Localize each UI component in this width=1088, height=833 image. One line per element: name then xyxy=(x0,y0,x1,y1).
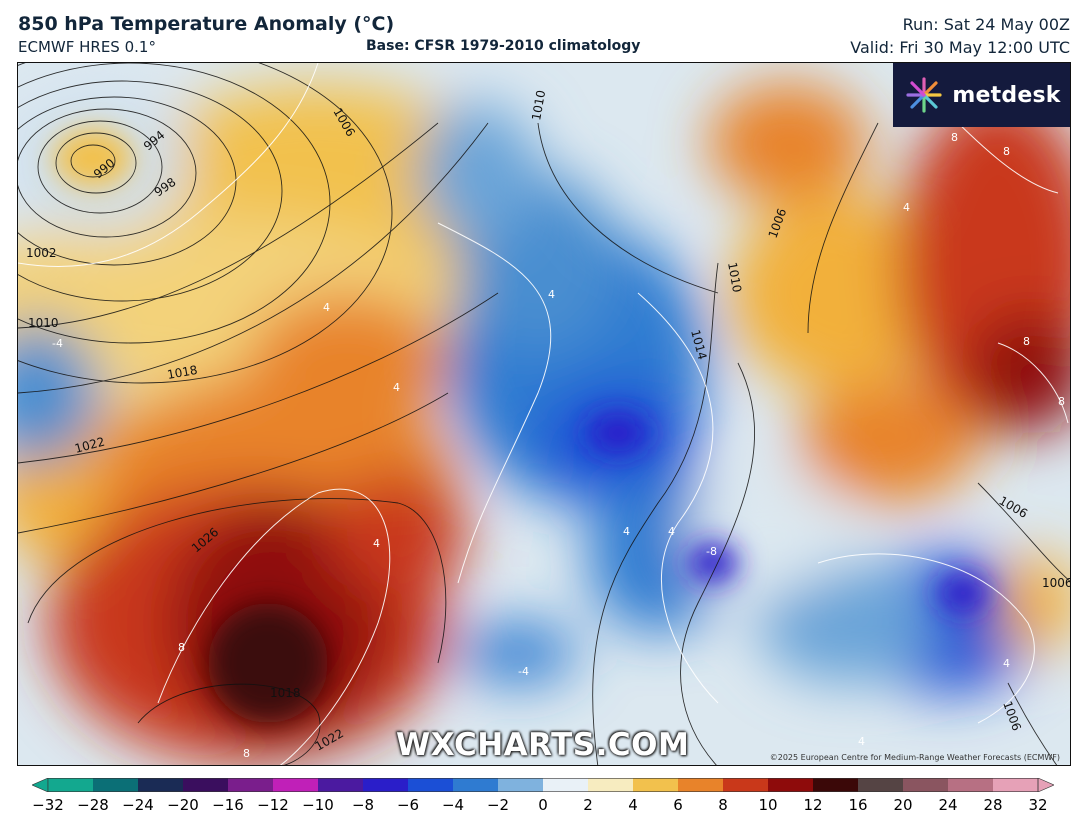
colorbar-swatch xyxy=(273,778,319,792)
colorbar-tick-label: 16 xyxy=(848,796,868,814)
colorbar-swatch xyxy=(543,778,589,792)
anomaly-labels: -4 4 4 4 4 4 8 8 8 8 8 8 -8 -4 4 4 4 4 xyxy=(52,131,1065,760)
metdesk-burst-icon xyxy=(906,77,943,113)
anomaly-label: 4 xyxy=(903,201,910,214)
model-label: ECMWF HRES 0.1° xyxy=(18,38,156,56)
anomaly-label: 8 xyxy=(1003,145,1010,158)
anomaly-label: 4 xyxy=(668,525,675,538)
anomaly-label: -4 xyxy=(52,337,63,350)
colorbar-ticks: −32 −28 −24 −20 −16 −12 −10 −8 −6 −4 −2 0 2 4 6 8 10 12 16… xyxy=(0,796,1088,816)
colorbar-swatch xyxy=(228,778,274,792)
wxcharts-watermark: WXCHARTS.COM xyxy=(396,727,690,763)
anomaly-label: 4 xyxy=(373,537,380,550)
run-time-label: Run: Sat 24 May 00Z xyxy=(902,15,1070,34)
isobar-label: 1018 xyxy=(270,686,301,700)
anomaly-label: 4 xyxy=(623,525,630,538)
colorbar-swatch xyxy=(318,778,364,792)
isobar-label: 1018 xyxy=(166,363,199,382)
colorbar-swatch xyxy=(453,778,499,792)
colorbar-tick-label: −2 xyxy=(486,796,510,814)
colorbar-swatch xyxy=(48,778,94,792)
metdesk-logo: metdesk xyxy=(893,63,1070,127)
isobar-label: 1010 xyxy=(529,89,548,122)
colorbar-tick-label: 8 xyxy=(718,796,728,814)
colorbar-swatch xyxy=(498,778,544,792)
colorbar-tick-label: 12 xyxy=(803,796,823,814)
colorbar-swatch xyxy=(408,778,454,792)
metdesk-logo-text: metdesk xyxy=(952,82,1061,108)
colorbar-tick-label: −20 xyxy=(167,796,199,814)
colorbar-tick-label: −24 xyxy=(122,796,154,814)
colorbar-max-arrow xyxy=(1037,778,1054,792)
chart-title: 850 hPa Temperature Anomaly (°C) xyxy=(18,13,395,35)
climatology-base-label: Base: CFSR 1979-2010 climatology xyxy=(366,38,641,54)
anomaly-label: 4 xyxy=(323,301,330,314)
anomaly-label: 8 xyxy=(1023,335,1030,348)
colorbar-tick-label: 6 xyxy=(673,796,683,814)
isobar-label: 1002 xyxy=(26,246,57,260)
anomaly-label: 8 xyxy=(178,641,185,654)
colorbar-tick-label: 20 xyxy=(893,796,913,814)
anomaly-label: 8 xyxy=(1058,395,1065,408)
ecmwf-copyright: ©2025 European Centre for Medium-Range W… xyxy=(769,753,1060,762)
isobar-contours xyxy=(18,63,1070,765)
colorbar-swatch xyxy=(678,778,724,792)
colorbar-tick-label: 28 xyxy=(983,796,1003,814)
colorbar-tick-label: 0 xyxy=(538,796,548,814)
isobar-label: 1010 xyxy=(28,316,59,330)
anomaly-label: -8 xyxy=(706,545,717,558)
isobar-label: 1010 xyxy=(725,261,744,294)
anomaly-label: 8 xyxy=(951,131,958,144)
colorbar-tick-label: 24 xyxy=(938,796,958,814)
colorbar-swatch xyxy=(633,778,679,792)
colorbar-swatch xyxy=(948,778,994,792)
isobar-label: 1006 xyxy=(1042,576,1071,590)
map-canvas: 990 994 998 1002 1006 1010 1010 1014 101… xyxy=(18,63,1071,765)
colorbar-swatch xyxy=(993,778,1039,792)
colorbar-tick-label: −4 xyxy=(441,796,465,814)
colorbar-tick-label: −12 xyxy=(257,796,289,814)
colorbar-swatch xyxy=(813,778,859,792)
colorbar-tick-label: −8 xyxy=(351,796,375,814)
colorbar-tick-label: 4 xyxy=(628,796,638,814)
colorbar xyxy=(32,778,1054,792)
colorbar-swatch xyxy=(723,778,769,792)
anomaly-label: 4 xyxy=(1003,657,1010,670)
colorbar-swatch xyxy=(858,778,904,792)
anomaly-contours xyxy=(18,63,1069,765)
colorbar-swatch xyxy=(363,778,409,792)
anomaly-map: 990 994 998 1002 1006 1010 1010 1014 101… xyxy=(17,62,1071,766)
colorbar-min-arrow xyxy=(32,778,49,792)
colorbar-swatch xyxy=(903,778,949,792)
colorbar-tick-label: −10 xyxy=(302,796,334,814)
colorbar-swatch xyxy=(183,778,229,792)
colorbar-tick-label: 10 xyxy=(758,796,778,814)
valid-time-label: Valid: Fri 30 May 12:00 UTC xyxy=(850,38,1070,57)
colorbar-tick-label: −28 xyxy=(77,796,109,814)
colorbar-tick-label: −16 xyxy=(212,796,244,814)
colorbar-tick-label: 32 xyxy=(1028,796,1048,814)
colorbar-swatch xyxy=(588,778,634,792)
anomaly-label: 4 xyxy=(393,381,400,394)
colorbar-tick-label: 2 xyxy=(583,796,593,814)
colorbar-swatch xyxy=(138,778,184,792)
anomaly-label: 8 xyxy=(243,747,250,760)
anomaly-label: -4 xyxy=(518,665,529,678)
colorbar-swatch xyxy=(93,778,139,792)
anomaly-label: 4 xyxy=(548,288,555,301)
colorbar-tick-label: −6 xyxy=(396,796,420,814)
colorbar-tick-label: −32 xyxy=(32,796,64,814)
anomaly-label: 4 xyxy=(858,735,865,748)
colorbar-swatch xyxy=(768,778,814,792)
